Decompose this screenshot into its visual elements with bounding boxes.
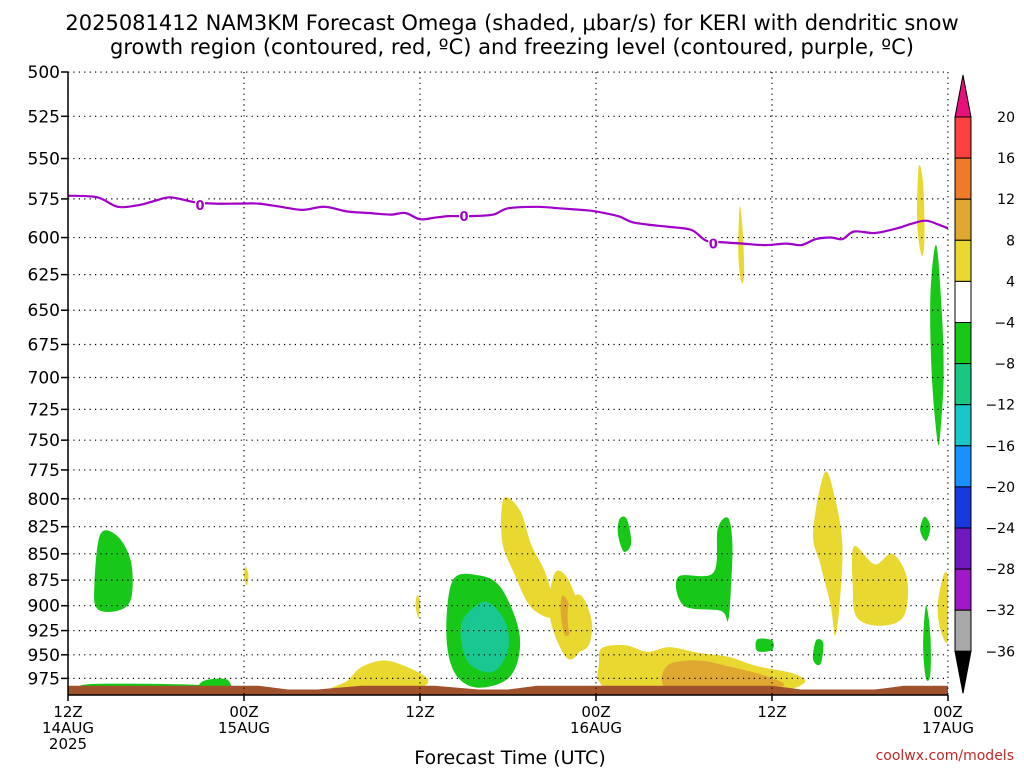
freezing-level-label-1: 0 — [459, 210, 468, 225]
colorbar-label-11: −28 — [985, 562, 1015, 578]
omega-region-23 — [416, 595, 420, 617]
colorbar-segment-12 — [955, 610, 971, 651]
colorbar-segment-1 — [955, 158, 971, 199]
omega-region-14 — [923, 606, 931, 681]
x-tick-label-12-1: 15AUG — [218, 719, 270, 737]
y-tick-label-900: 900 — [28, 597, 60, 617]
chart-title-line-2: growth region (contoured, red, ºC) and f… — [110, 35, 914, 59]
y-tick-label-550: 550 — [28, 150, 60, 170]
colorbar-label-4: 4 — [1006, 274, 1015, 290]
y-tick-label-625: 625 — [28, 266, 60, 286]
y-tick-label-950: 950 — [28, 646, 60, 666]
x-tick-label-36-1: 16AUG — [570, 719, 622, 737]
omega-region-22 — [244, 566, 248, 585]
y-tick-label-725: 725 — [28, 400, 60, 420]
colorbar-segment-2 — [955, 199, 971, 240]
y-tick-label-800: 800 — [28, 490, 60, 510]
colorbar-label-6: −8 — [994, 357, 1015, 373]
colorbar-segment-7 — [955, 405, 971, 446]
colorbar: 20 16 12 8 4 −4 −8 −12 −16 −20 −24 −28 −32 −36 — [955, 75, 1015, 693]
colorbar-segment-0 — [955, 117, 971, 158]
colorbar-label-0: 20 — [997, 110, 1015, 126]
freezing-level-label-0: 0 — [195, 199, 204, 214]
colorbar-label-2: 12 — [997, 192, 1015, 208]
colorbar-segment-8 — [955, 446, 971, 487]
colorbar-segment-4 — [955, 281, 971, 322]
x-tick-label-24-0: 12Z — [405, 703, 434, 721]
colorbar-label-9: −20 — [985, 480, 1015, 496]
y-tick-label-750: 750 — [28, 431, 60, 451]
y-tick-label-575: 575 — [28, 190, 60, 210]
y-tick-label-875: 875 — [28, 571, 60, 591]
colorbar-label-7: −12 — [985, 398, 1015, 414]
colorbar-segment-10 — [955, 528, 971, 569]
colorbar-segment-9 — [955, 487, 971, 528]
y-tick-label-600: 600 — [28, 229, 60, 249]
colorbar-label-1: 16 — [997, 151, 1015, 167]
credit-text: coolwx.com/models — [876, 748, 1014, 764]
colorbar-segment-6 — [955, 364, 971, 405]
y-tick-label-775: 775 — [28, 461, 60, 481]
omega-region-12 — [852, 546, 908, 626]
y-tick-label-500: 500 — [28, 63, 60, 83]
omega-region-21 — [738, 206, 744, 283]
colorbar-segment-11 — [955, 569, 971, 610]
x-axis-label: Forecast Time (UTC) — [414, 747, 605, 768]
freezing-level-label-2: 0 — [709, 238, 718, 253]
x-tick-label-48-0: 12Z — [757, 703, 786, 721]
omega-region-19 — [938, 572, 949, 643]
colorbar-top-arrow — [955, 75, 971, 117]
colorbar-segment-3 — [955, 240, 971, 281]
y-tick-label-650: 650 — [28, 301, 60, 321]
omega-region-18 — [756, 638, 774, 651]
colorbar-label-12: −32 — [985, 603, 1015, 619]
colorbar-label-8: −16 — [985, 439, 1015, 455]
y-tick-label-975: 975 — [28, 669, 60, 689]
omega-region-0 — [94, 530, 133, 612]
colorbar-label-3: 8 — [1006, 233, 1015, 249]
omega-region-3 — [501, 497, 555, 618]
omega-region-16 — [920, 517, 930, 541]
x-tick-label-60-1: 17AUG — [922, 719, 974, 737]
plot-content: 0 0 0 — [68, 72, 949, 695]
omega-region-17 — [813, 639, 824, 665]
terrain-fill — [68, 686, 948, 695]
colorbar-segment-5 — [955, 323, 971, 364]
y-tick-label-675: 675 — [28, 335, 60, 355]
colorbar-label-10: −24 — [985, 521, 1015, 537]
y-tick-label-825: 825 — [28, 518, 60, 538]
y-tick-label-525: 525 — [28, 107, 60, 127]
omega-region-20 — [917, 165, 924, 256]
colorbar-label-5: −4 — [994, 316, 1015, 332]
omega-region-11 — [813, 471, 843, 635]
y-tick-label-925: 925 — [28, 622, 60, 642]
omega-region-15 — [618, 516, 632, 551]
y-tick-label-700: 700 — [28, 369, 60, 389]
colorbar-bottom-arrow — [955, 651, 971, 693]
plot-area: 0 0 0 500 525 550 575 600 625 650 675 700 725 750 775 8… — [28, 63, 974, 753]
x-tick-label-0-2: 2025 — [49, 735, 87, 753]
colorbar-label-13: −36 — [985, 644, 1015, 660]
y-tick-label-850: 850 — [28, 545, 60, 565]
chart-title-line-1: 2025081412 NAM3KM Forecast Omega (shaded… — [65, 11, 958, 35]
